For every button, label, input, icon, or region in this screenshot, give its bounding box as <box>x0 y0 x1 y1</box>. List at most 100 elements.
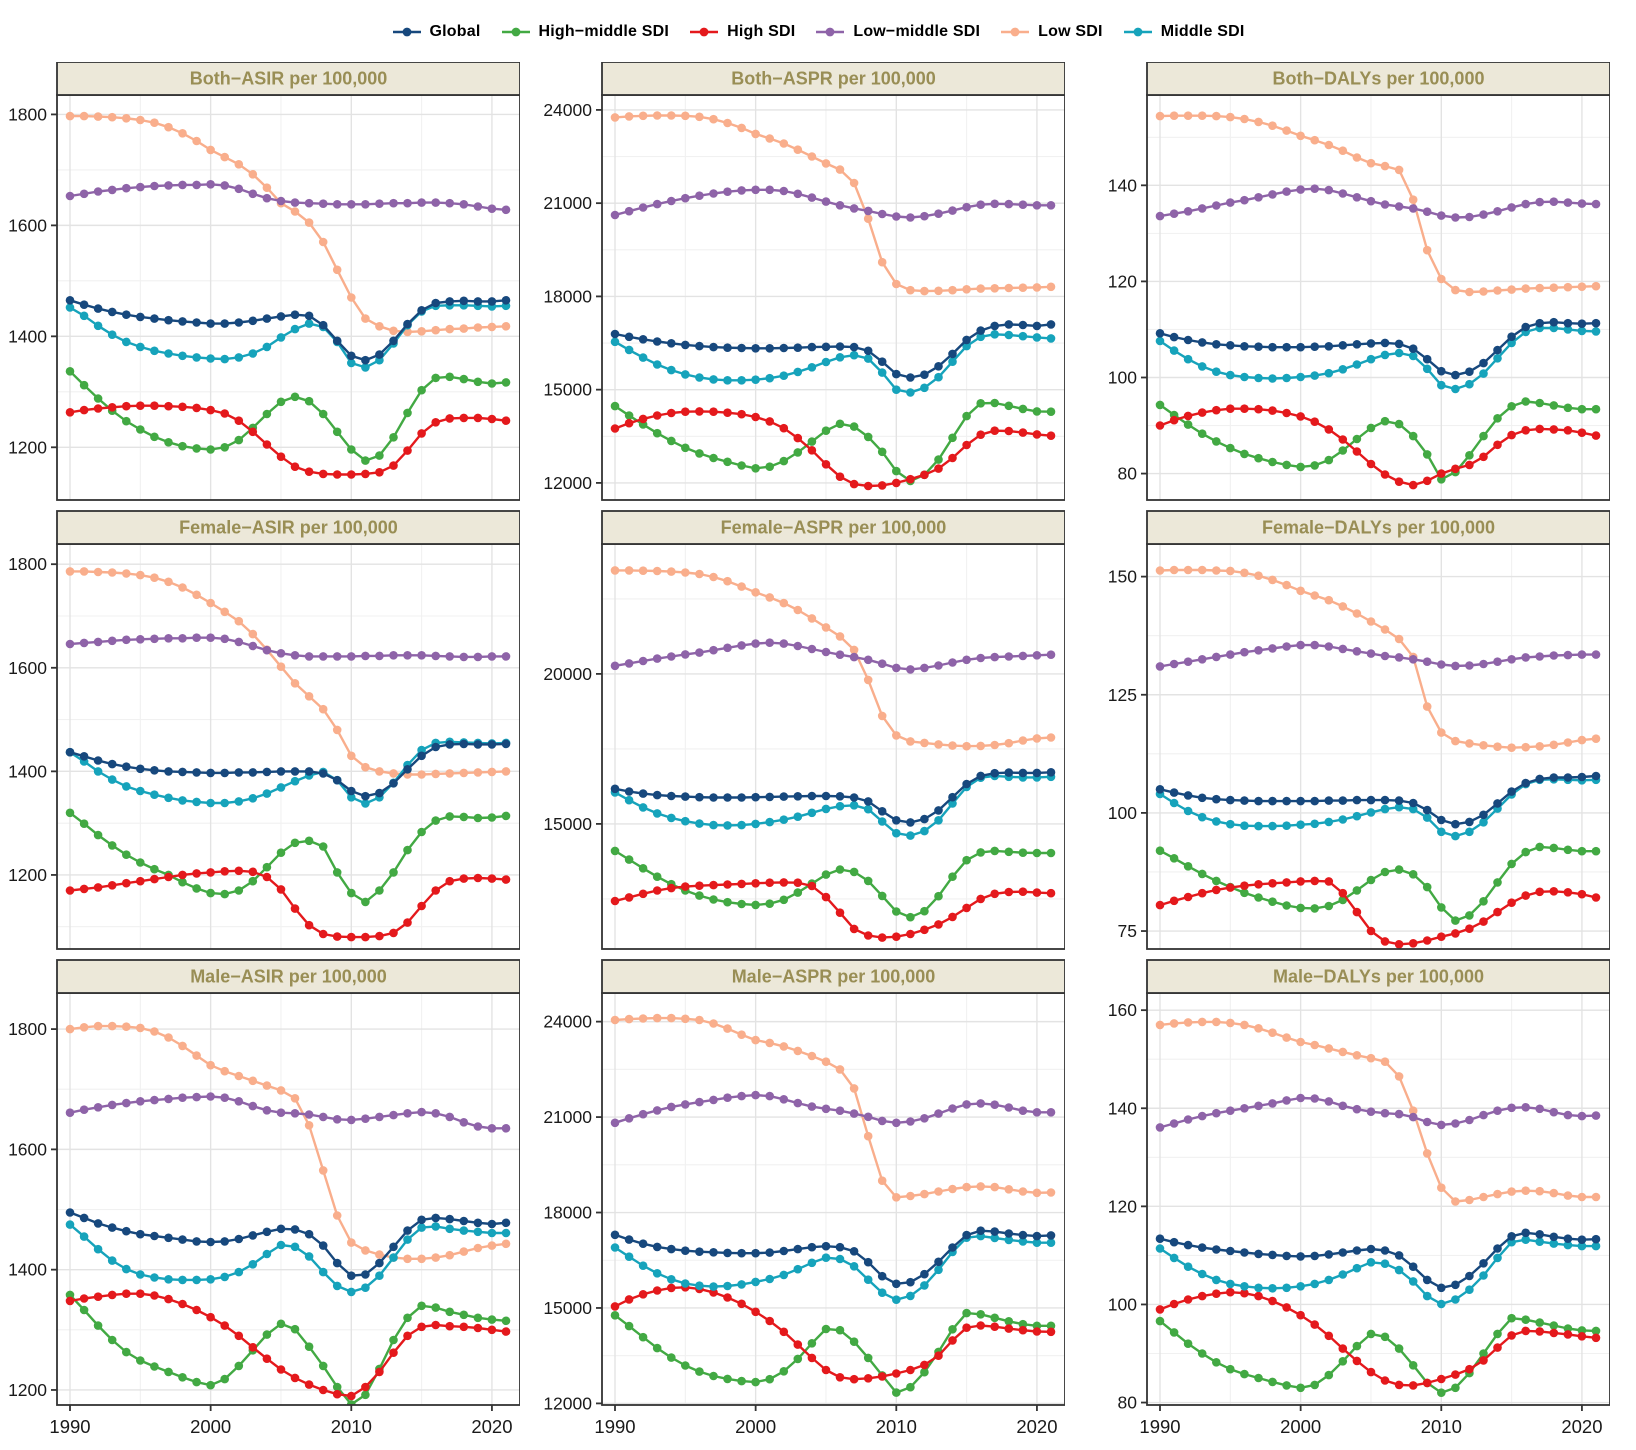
data-point <box>347 1400 356 1405</box>
y-tick-label: 125 <box>1108 685 1137 705</box>
data-point <box>990 330 999 339</box>
data-point <box>1282 580 1291 590</box>
data-point <box>1479 1349 1488 1358</box>
data-point <box>695 648 704 657</box>
data-point <box>990 199 999 209</box>
data-point <box>375 322 384 331</box>
data-point <box>445 740 455 749</box>
data-point <box>459 652 469 662</box>
data-point <box>487 813 497 822</box>
data-point <box>1226 795 1235 805</box>
data-point <box>920 826 929 836</box>
data-point <box>1282 821 1291 830</box>
data-point <box>304 396 314 406</box>
data-point <box>1591 650 1601 659</box>
data-point <box>1352 907 1362 917</box>
data-point <box>1324 140 1334 150</box>
data-point <box>877 357 887 367</box>
data-point <box>990 1182 999 1192</box>
data-point <box>652 411 662 420</box>
x-tick-label: 2010 <box>1421 1416 1462 1437</box>
data-point <box>262 1106 272 1115</box>
data-point <box>65 808 75 818</box>
data-point <box>304 1252 314 1261</box>
data-point <box>1563 1234 1573 1243</box>
data-point <box>290 392 300 402</box>
data-point <box>192 136 201 146</box>
legend-item-low-middle-sdi: Low−middle SDI <box>815 23 980 41</box>
data-point <box>445 1214 455 1224</box>
data-point <box>1212 111 1221 121</box>
data-point <box>1268 879 1277 888</box>
data-point <box>417 1107 426 1117</box>
data-point <box>93 187 103 196</box>
data-point <box>1549 843 1559 853</box>
data-point <box>290 1109 300 1118</box>
data-point <box>1577 889 1587 899</box>
data-point <box>361 799 370 808</box>
data-point <box>962 779 971 789</box>
data-point <box>1380 625 1390 634</box>
data-point <box>389 868 398 877</box>
data-point <box>1268 897 1277 906</box>
data-point <box>445 812 455 821</box>
data-point <box>1046 888 1056 898</box>
data-point <box>751 1307 760 1317</box>
data-point <box>1465 661 1474 670</box>
data-point <box>389 1335 398 1345</box>
data-point <box>487 652 497 661</box>
data-point <box>1521 1235 1530 1244</box>
data-point <box>1591 893 1601 902</box>
data-point <box>1046 1188 1056 1197</box>
data-point <box>1437 728 1446 737</box>
data-point <box>79 1023 89 1032</box>
data-point <box>93 404 103 413</box>
data-point <box>375 1367 384 1377</box>
data-point <box>389 651 398 660</box>
data-point <box>934 1265 943 1275</box>
data-point <box>638 111 648 121</box>
data-point <box>821 623 831 632</box>
x-tick-label: 2020 <box>1561 1416 1602 1437</box>
data-point <box>122 401 131 411</box>
data-point <box>835 201 845 210</box>
series-high-sdi <box>610 1283 1056 1384</box>
data-point <box>1197 1269 1207 1279</box>
data-point <box>1465 367 1474 377</box>
data-point <box>318 1361 328 1371</box>
data-point <box>192 768 201 777</box>
data-point <box>1422 1117 1432 1127</box>
series-group <box>1155 565 1601 949</box>
data-point <box>1352 1341 1362 1351</box>
data-point <box>906 388 915 397</box>
data-point <box>610 210 620 220</box>
data-point <box>1004 199 1014 209</box>
data-point <box>318 409 328 419</box>
data-point <box>1422 657 1432 666</box>
data-point <box>920 211 929 221</box>
y-tick-label: 1600 <box>8 1139 47 1159</box>
data-point <box>192 633 201 642</box>
data-point <box>652 1286 662 1295</box>
data-point <box>290 767 300 776</box>
data-point <box>1394 1109 1404 1119</box>
data-point <box>361 355 370 365</box>
data-point <box>150 790 159 799</box>
data-point <box>962 1323 971 1332</box>
data-point <box>473 323 483 332</box>
data-point <box>1155 566 1165 575</box>
data-point <box>487 204 497 213</box>
data-point <box>150 181 159 191</box>
data-point <box>1352 1246 1362 1255</box>
data-point <box>1018 1237 1028 1246</box>
data-point <box>1422 245 1432 255</box>
data-point <box>1324 342 1334 351</box>
y-tick-label: 1600 <box>8 215 47 235</box>
data-point <box>276 1086 286 1095</box>
data-point <box>290 207 300 216</box>
data-point <box>948 741 957 750</box>
data-point <box>667 1283 676 1293</box>
data-point <box>610 401 620 411</box>
data-point <box>652 566 662 576</box>
data-point <box>1268 457 1277 467</box>
